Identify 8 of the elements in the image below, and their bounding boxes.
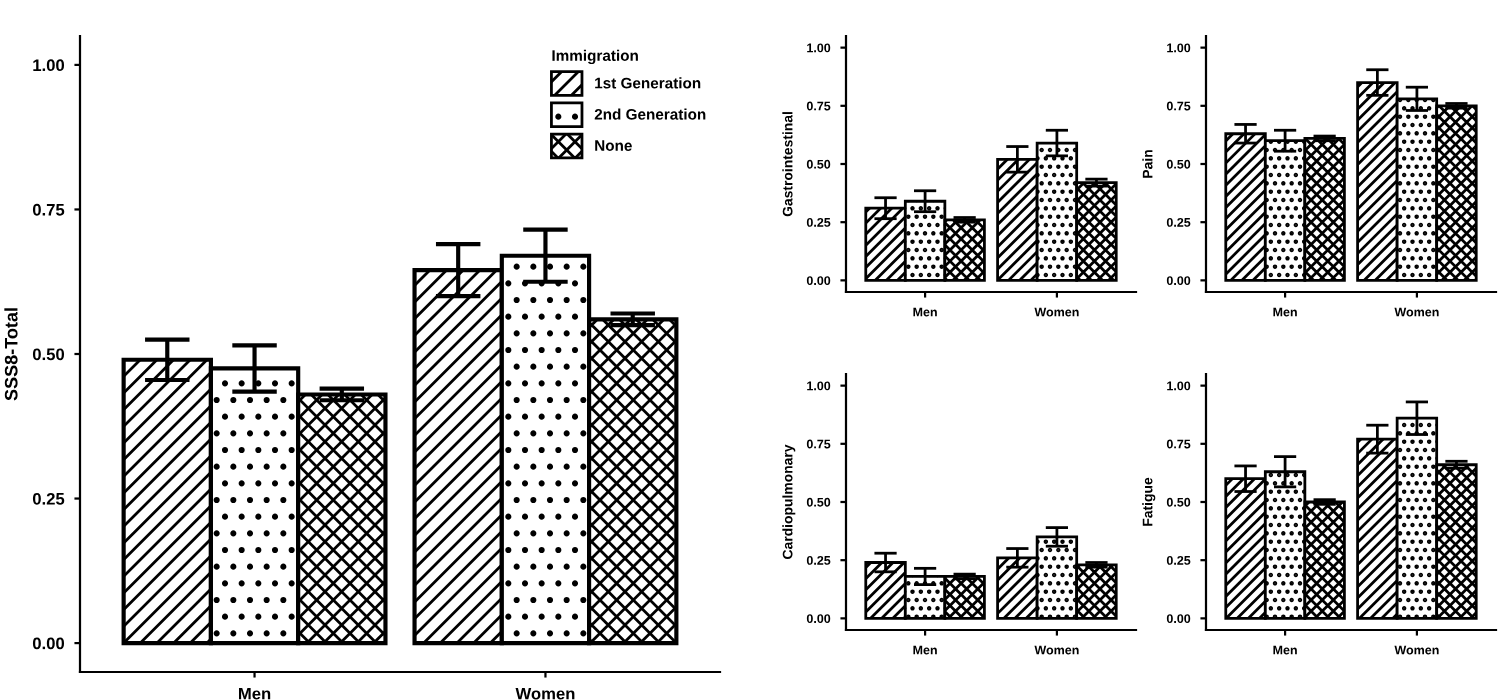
y-axis-title: SSS8-Total [4,308,18,401]
y-tick-label: 1.00 [33,59,65,72]
x-tick-label: Men [238,687,271,700]
y-tick-label: 0.50 [32,348,65,361]
y-tick-label: 0.25 [32,492,65,505]
x-tick-label: Women [515,687,575,700]
y-tick-label: 0.75 [32,203,65,216]
y-tick-label: 0.00 [32,637,65,650]
